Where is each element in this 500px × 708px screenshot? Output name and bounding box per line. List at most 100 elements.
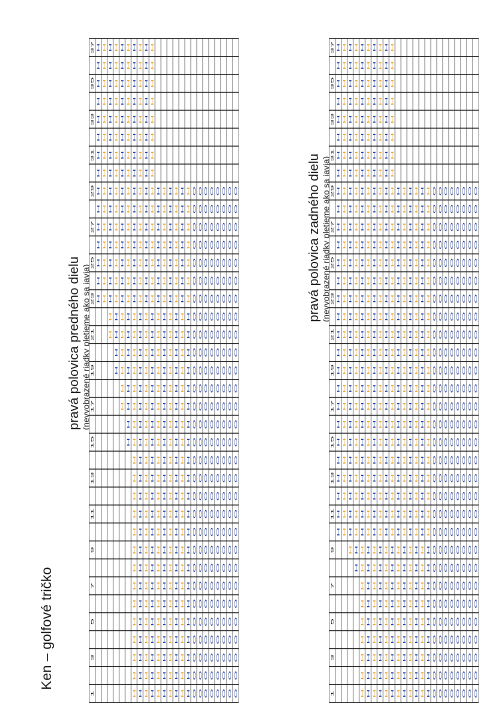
stitch-h-orange: H [354,97,358,106]
stitch-h-blue: H [180,223,184,232]
row-number-cell [329,163,336,183]
stitch-h-blue: H [360,438,364,447]
stitch-h-orange: H [366,348,370,357]
stitch-h-blue: H [360,366,364,375]
stitch-h-blue: H [132,258,136,267]
stitch-o-blue: O [462,581,466,590]
stitch-h-blue: H [384,330,388,339]
stitch-o-blue: O [210,438,214,447]
stitch-h-orange: H [402,223,406,232]
stitch-h-blue: H [144,115,148,124]
stitch-h-blue: H [360,402,364,411]
stitch-o-blue: O [468,222,472,231]
stitch-o-blue: O [456,491,460,500]
stitch-o-blue: O [228,240,232,249]
stitch-o-blue: O [234,312,238,321]
chart-back: 37 H H H H H H H H H H H H H H H H H H H H 35 H H H H H H H H H H H H H H H H… [329,38,479,703]
stitch-o-blue: O [444,635,448,644]
grid-cell [232,163,239,183]
stitch-h-orange: H [372,671,376,680]
grid-cell [418,109,426,129]
stitch-o-blue: O [438,563,442,572]
stitch-h-blue: H [408,330,412,339]
stitch-o-blue: O [474,438,478,447]
grid-cell [124,522,132,542]
stitch-h-blue: H [396,312,400,321]
stitch-h-blue: H [336,474,340,483]
row-number: 33 [90,113,94,126]
stitch-o-blue: O [444,491,448,500]
grid-cell [154,56,162,75]
grid-cell [166,163,174,183]
stitch-o-blue: O [198,330,202,339]
stitch-h-orange: H [342,366,346,375]
grid-cell [406,163,414,183]
stitch-h-blue: H [384,366,388,375]
stitch-h-blue: H [138,456,142,465]
stitch-h-blue: H [414,635,418,644]
grid-cell [341,684,348,703]
stitch-h-orange: H [426,456,430,465]
stitch-o-blue: O [432,366,436,375]
stitch-h-orange: H [168,671,172,680]
grid-cell [472,163,479,183]
stitch-h-orange: H [126,294,130,303]
stitch-h-blue: H [408,312,412,321]
grid-cell [220,91,227,111]
stitch-h-blue: H [420,240,424,249]
stitch-o-blue: O [222,653,226,662]
stitch-h-orange: H [372,581,376,590]
stitch-h-orange: H [162,223,166,232]
grid-cell [160,38,168,57]
stitch-o-blue: O [432,635,436,644]
stitch-o-blue: O [198,222,202,231]
stitch-h-orange: H [138,205,142,214]
stitch-h-orange: H [180,599,184,608]
stitch-h-orange: H [150,240,154,249]
stitch-h-orange: H [366,294,370,303]
stitch-o-blue: O [462,294,466,303]
stitch-h-orange: H [102,258,106,267]
stitch-o-blue: O [444,330,448,339]
stitch-h-blue: H [348,258,352,267]
stitch-h-blue: H [120,223,124,232]
stitch-h-orange: H [138,294,142,303]
stitch-h-blue: H [372,384,376,393]
stitch-h-blue: H [108,151,112,160]
stitch-o-blue: O [204,653,208,662]
stitch-h-orange: H [132,689,136,698]
grid-cell [106,558,114,578]
stitch-o-blue: O [204,599,208,608]
grid-cell [220,109,227,129]
chart-row: 37 H H H H H H H H H H [89,38,239,57]
grid-cell [460,127,467,147]
stitch-h-blue: H [360,492,364,501]
stitch-h-orange: H [390,169,394,178]
stitch-h-orange: H [402,187,406,196]
stitch-h-orange: H [378,276,382,285]
grid-cell [412,38,420,57]
stitch-h-blue: H [156,240,160,249]
stitch-h-orange: H [372,599,376,608]
stitch-h-blue: H [108,133,112,142]
stitch-o-blue: O [198,384,202,393]
stitch-o-blue: O [474,276,478,285]
stitch-h-blue: H [144,79,148,88]
grid-cell [226,56,233,75]
grid-cell [106,414,114,434]
stitch-h-blue: H [414,581,418,590]
stitch-o-blue: O [210,545,214,554]
grid-cell [208,56,216,75]
stitch-o-blue: O [444,689,448,698]
stitch-o-blue: O [192,473,196,482]
stitch-o-blue: O [192,330,196,339]
stitch-h-orange: H [354,528,358,537]
stitch-h-blue: H [96,43,100,52]
row-number-cell [89,630,96,650]
stitch-h-orange: H [354,43,358,52]
stitch-o-blue: O [432,384,436,393]
